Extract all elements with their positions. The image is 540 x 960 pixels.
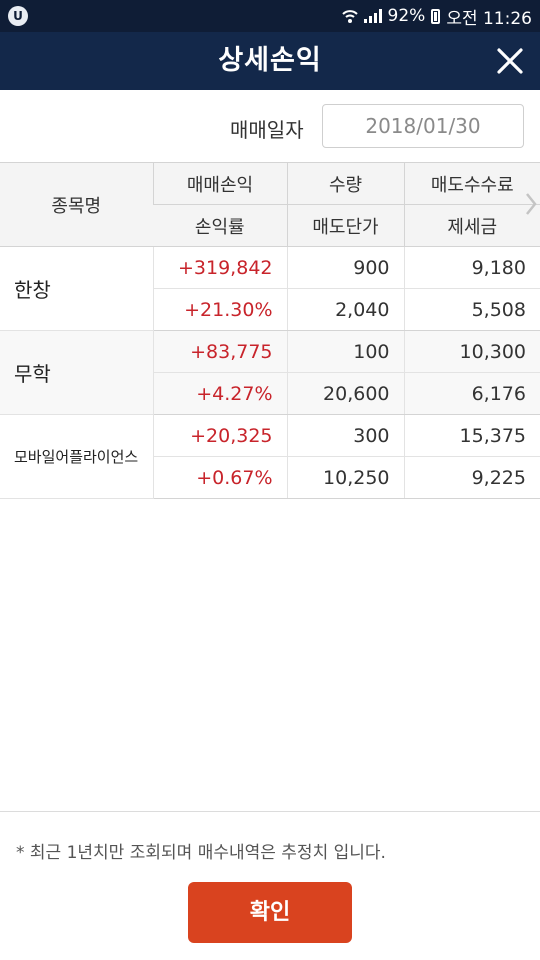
tax-cell: 9,225 [403,456,540,499]
close-icon[interactable] [494,45,526,77]
table-row[interactable]: +4.27% 20,600 6,176 [0,372,540,415]
column-header-sell-fee-label: 매도수수료 [430,174,514,196]
confirm-button[interactable]: 확인 [188,882,352,943]
profit-table: 종목명 매매손익 수량 매도수수료 손익률 매도단가 제세금 한창 +319,8… [0,162,540,499]
profit-cell: +319,842 [152,246,287,289]
table-row[interactable]: 한창 +319,842 900 9,180 [0,246,540,331]
sell-price-cell: 10,250 [286,456,404,499]
sell-fee-cell: 9,180 [403,246,540,289]
wifi-icon [341,10,358,23]
stock-name: 모바일어플라이언스 [0,414,153,499]
date-input[interactable]: 2018/01/30 [322,104,524,148]
footer-note: * 최근 1년치만 조회되며 매수내역은 추정치 입니다. [16,843,386,863]
sell-fee-cell: 15,375 [403,414,540,457]
clock: 오전 11:26 [446,8,532,29]
stock-name: 무학 [0,330,153,415]
signal-icon [363,9,382,23]
column-header-tax: 제세금 [403,204,540,247]
table-row[interactable]: +21.30% 2,040 5,508 [0,288,540,331]
rate-cell: +4.27% [152,372,287,415]
sell-price-cell: 2,040 [286,288,404,331]
sell-fee-cell: 10,300 [403,330,540,373]
status-bar-indicators: 92% 오전 11:26 [341,0,532,32]
date-label: 매매일자 [230,118,304,142]
footer-divider [0,811,540,812]
chevron-right-icon[interactable] [524,191,538,217]
profit-cell: +20,325 [152,414,287,457]
battery-icon [431,8,441,24]
tax-cell: 5,508 [403,288,540,331]
quantity-cell: 900 [286,246,404,289]
date-filter-row: 매매일자 2018/01/30 [0,90,540,162]
header-bar: 상세손익 [0,32,540,90]
rate-cell: +21.30% [152,288,287,331]
tax-cell: 6,176 [403,372,540,415]
column-header-quantity: 수량 [286,162,404,205]
column-header-sell-fee: 매도수수료 [403,162,540,215]
table-row[interactable]: +0.67% 10,250 9,225 [0,456,540,499]
column-header-profit: 매매손익 [152,162,287,205]
page-title: 상세손익 [218,45,322,76]
quantity-cell: 300 [286,414,404,457]
column-header-sell-price: 매도단가 [286,204,404,247]
rate-cell: +0.67% [152,456,287,499]
table-row[interactable]: 무학 +83,775 100 10,300 [0,330,540,415]
battery-percent: 92% [387,6,426,26]
table-row[interactable]: 모바일어플라이언스 +20,325 300 15,375 [0,414,540,499]
app-notification-icon: U [8,6,28,26]
sell-price-cell: 20,600 [286,372,404,415]
quantity-cell: 100 [286,330,404,373]
profit-cell: +83,775 [152,330,287,373]
status-bar: U 92% 오전 11:26 [0,0,540,32]
column-header-rate: 손익률 [153,204,287,247]
stock-name: 한창 [0,246,153,331]
column-header-name: 종목명 [0,162,153,247]
